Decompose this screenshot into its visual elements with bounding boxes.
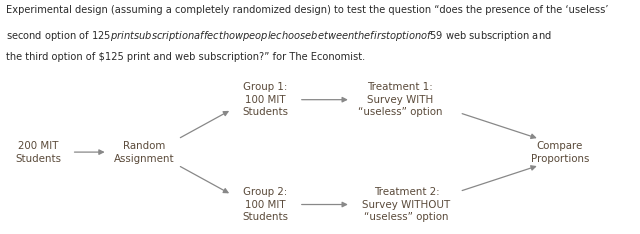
Text: Random
Assignment: Random Assignment: [114, 141, 174, 164]
Text: Group 1:
100 MIT
Students: Group 1: 100 MIT Students: [243, 82, 289, 117]
Text: 200 MIT
Students: 200 MIT Students: [15, 141, 61, 164]
Text: the third option of $125 print and web subscription?” for The Economist.: the third option of $125 print and web s…: [6, 52, 365, 62]
Text: second option of $125 print subscription affect how people choose between the fi: second option of $125 print subscription…: [6, 29, 552, 43]
Text: Treatment 1:
Survey WITH
“useless” option: Treatment 1: Survey WITH “useless” optio…: [358, 82, 442, 117]
Text: Group 2:
100 MIT
Students: Group 2: 100 MIT Students: [243, 187, 289, 222]
Text: Compare
Proportions: Compare Proportions: [531, 141, 589, 164]
Text: Treatment 2:
Survey WITHOUT
“useless” option: Treatment 2: Survey WITHOUT “useless” op…: [362, 187, 451, 222]
Text: Experimental design (assuming a completely randomized design) to test the questi: Experimental design (assuming a complete…: [6, 5, 609, 15]
